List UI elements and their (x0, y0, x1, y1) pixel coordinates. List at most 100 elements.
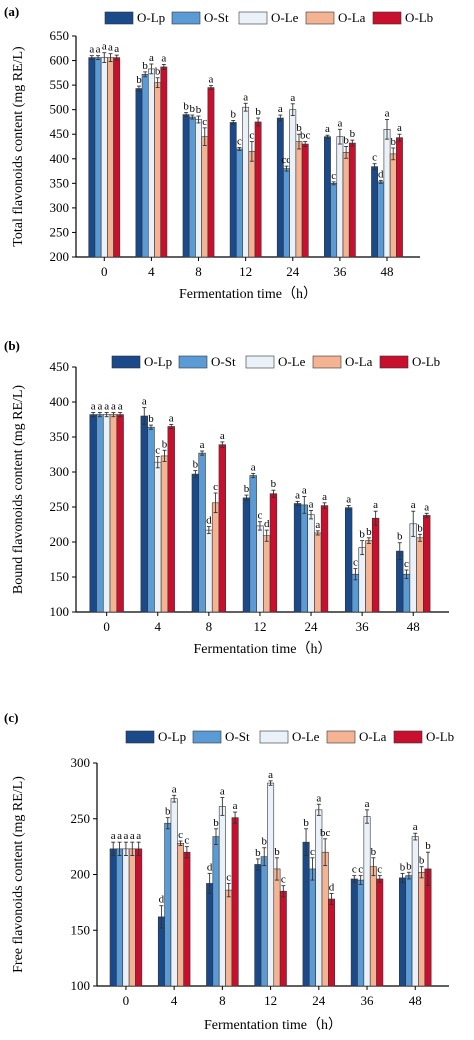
bar-o-la (295, 141, 303, 258)
legend-label-o-lp: O-Lp (158, 729, 186, 744)
significance-letter: c (331, 170, 336, 182)
bar-o-le (100, 57, 108, 258)
legend-swatch-o-st (192, 730, 222, 744)
y-axis-title: Bound flavonoids content (mg RE/L) (11, 385, 26, 595)
significance-letter: a (111, 830, 116, 842)
y-tick-label: 100 (71, 978, 91, 993)
significance-letter: a (111, 401, 116, 413)
significance-letter: a (172, 783, 177, 795)
legend-swatch-o-le (245, 355, 275, 369)
bar-o-le (218, 806, 226, 987)
bar-o-la (321, 851, 329, 987)
significance-letter: b (417, 522, 423, 534)
significance-letter: b (271, 478, 277, 490)
bar-o-st (330, 183, 338, 258)
bar-o-lp (88, 57, 96, 258)
x-tick-label: 4 (155, 619, 162, 634)
significance-letter: a (220, 786, 225, 798)
y-tick-label: 400 (50, 151, 70, 166)
significance-letter: a (316, 792, 321, 804)
significance-letter: a (295, 489, 300, 501)
x-tick-label: 4 (148, 264, 155, 279)
panel-label: (c) (4, 710, 18, 725)
significance-letter: b (142, 60, 148, 72)
bar-o-st (94, 57, 102, 258)
bar-o-la (418, 871, 426, 987)
bar-o-la (154, 82, 162, 258)
x-tick-label: 0 (101, 264, 108, 279)
significance-letter: a (117, 830, 122, 842)
bar-o-le (147, 68, 155, 258)
x-tick-label: 0 (103, 619, 110, 634)
significance-letter: c (249, 130, 254, 142)
significance-letter: a (413, 821, 418, 833)
significance-letter: b (425, 840, 431, 852)
legend-swatch-o-le (238, 11, 268, 25)
bar-o-lp (324, 136, 331, 258)
bar-o-le (102, 414, 111, 613)
legend-swatch-o-lb (379, 355, 409, 369)
significance-letter: a (104, 401, 109, 413)
significance-letter: bc (300, 130, 311, 142)
y-tick-label: 100 (50, 604, 70, 619)
bar-o-le (154, 461, 162, 613)
bar-o-lp (396, 550, 404, 613)
bar-o-lp (89, 414, 97, 613)
significance-letter: b (397, 531, 403, 543)
legend-swatch-o-st (178, 355, 208, 369)
significance-letter: b (350, 128, 356, 140)
significance-letter: b (255, 106, 261, 118)
significance-letter: cd (281, 154, 292, 166)
bar-o-la (389, 153, 397, 258)
bar-o-lp (135, 88, 143, 258)
significance-letter: a (411, 499, 416, 511)
legend-label-o-la: O-La (359, 729, 387, 744)
significance-letter: b (274, 846, 280, 858)
bar-o-la (160, 455, 169, 613)
bar-o-lp (350, 878, 358, 987)
x-tick-label: 48 (407, 619, 420, 634)
significance-letter: c (310, 846, 315, 858)
legend-label-o-st: O-St (211, 354, 236, 369)
x-tick-label: 24 (286, 264, 300, 279)
legend-label-o-lp: O-Lp (137, 10, 165, 25)
bar-o-le (409, 523, 417, 613)
significance-letter: c (377, 864, 382, 876)
bar-o-la (107, 57, 114, 258)
y-tick-label: 650 (50, 28, 70, 43)
significance-letter: b (390, 136, 396, 148)
significance-letter: a (325, 123, 330, 135)
significance-letter: a (200, 439, 205, 451)
legend-label-o-le: O-Le (278, 354, 306, 369)
bar-o-st (212, 836, 220, 987)
y-tick-label: 300 (50, 200, 70, 215)
x-axis-title: Fermentation time（h） (193, 641, 331, 657)
bar-o-lb (218, 444, 227, 613)
significance-letter: b (400, 861, 406, 873)
bar-o-la (416, 537, 424, 613)
legend-swatch-o-lp (104, 11, 134, 25)
bar-o-la (177, 842, 184, 987)
legend-label-o-st: O-St (225, 729, 250, 744)
bar-o-st (283, 168, 290, 258)
legend-swatch-o-lp (111, 355, 141, 369)
bar-o-lb (207, 87, 215, 258)
bar-o-lb (371, 517, 380, 613)
significance-letter: a (346, 494, 351, 506)
bar-o-le (170, 798, 178, 987)
panel-label: (b) (4, 338, 20, 353)
bar-o-st (188, 116, 196, 258)
significance-letter: b (190, 103, 196, 115)
x-tick-label: 12 (253, 619, 266, 634)
significance-letter: a (233, 800, 238, 812)
significance-letter: b (162, 438, 168, 450)
significance-letter: a (118, 401, 123, 413)
x-tick-label: 36 (361, 993, 375, 1008)
x-tick-label: 12 (239, 264, 252, 279)
y-tick-label: 150 (71, 922, 91, 937)
bar-o-le (336, 136, 344, 258)
legend-label-o-la: O-La (338, 10, 366, 25)
significance-letter: d (159, 894, 165, 906)
bar-o-le (205, 529, 213, 613)
